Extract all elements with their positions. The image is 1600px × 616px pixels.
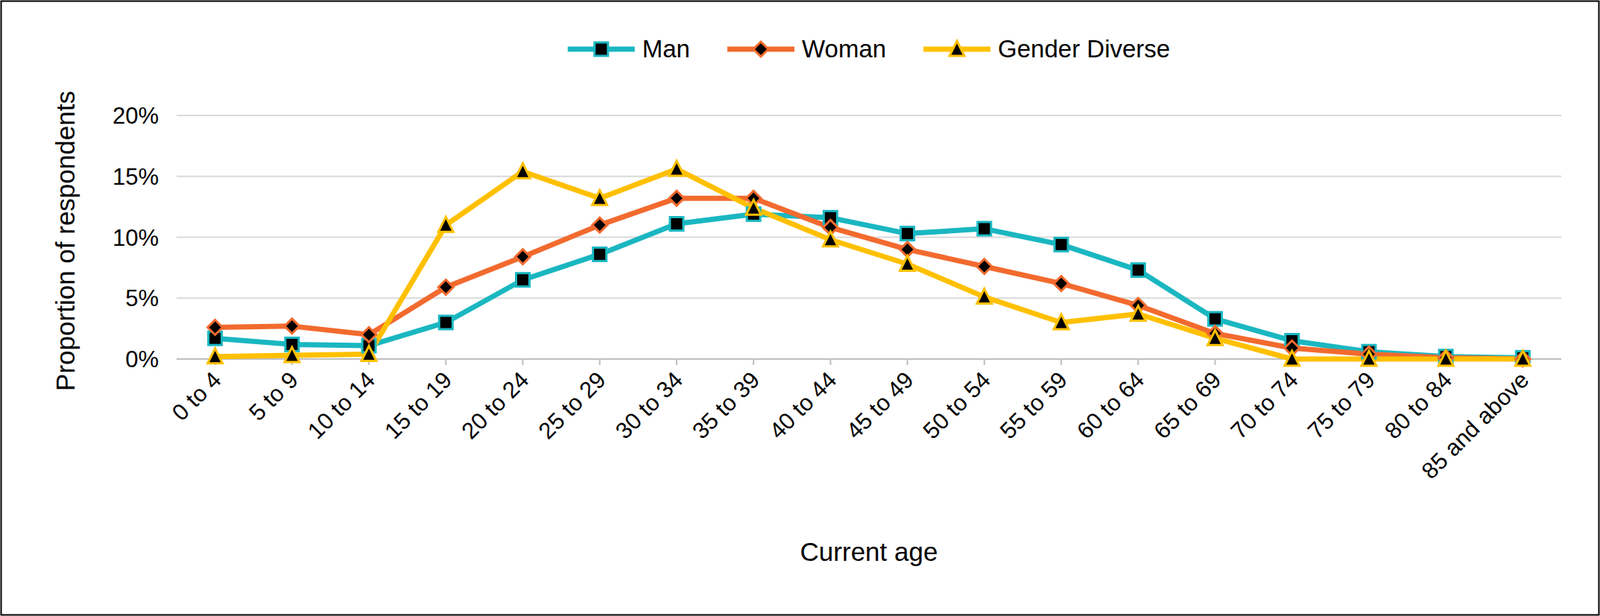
x-tick-label: 5 to 9	[243, 366, 304, 427]
marker	[1208, 312, 1223, 326]
marker	[745, 199, 761, 215]
grid-line	[176, 297, 1562, 299]
x-tick-label: 35 to 39	[687, 366, 765, 445]
x-tick-label: 25 to 29	[533, 366, 612, 445]
marker	[592, 190, 608, 205]
marker	[1438, 351, 1454, 366]
series-line	[215, 169, 1524, 360]
marker	[977, 222, 992, 236]
marker	[593, 247, 607, 261]
plot-area	[207, 160, 1531, 367]
marker	[438, 315, 453, 330]
x-tick	[599, 359, 601, 366]
x-tick	[522, 359, 524, 366]
marker	[1054, 237, 1068, 252]
legend-label: Man	[642, 35, 691, 63]
marker	[1130, 306, 1146, 322]
marker	[900, 227, 915, 241]
marker	[753, 41, 769, 57]
x-tick-label: 10 to 14	[302, 366, 381, 445]
marker	[1208, 330, 1223, 346]
marker	[1053, 314, 1069, 330]
marker	[284, 318, 300, 334]
marker	[515, 249, 531, 265]
marker	[207, 319, 223, 335]
marker	[1515, 351, 1530, 366]
marker	[1053, 276, 1069, 292]
grid-line	[176, 114, 1562, 117]
x-tick-label: 55 to 59	[994, 366, 1073, 445]
y-tick-label: 10%	[112, 225, 159, 252]
x-tick	[752, 359, 755, 366]
y-tick-label: 0%	[125, 346, 159, 373]
x-tick	[675, 359, 678, 366]
marker	[669, 190, 685, 206]
marker	[1438, 350, 1454, 366]
x-tick-label: 75 to 79	[1302, 366, 1381, 445]
y-tick-label: 20%	[112, 102, 159, 129]
marker	[438, 216, 454, 232]
x-tick-label: 65 to 69	[1148, 366, 1226, 445]
grid-line	[176, 175, 1562, 178]
x-tick	[444, 359, 447, 366]
marker	[361, 345, 377, 361]
marker	[822, 231, 838, 247]
x-tick	[983, 359, 986, 366]
x-tick-label: 30 to 34	[610, 366, 688, 445]
x-tick-label: 20 to 24	[456, 366, 534, 445]
chart: 0% 5% 10% 15% 20% 0 to 4 5 to 910 to 1415 to 1…	[0, 0, 1600, 616]
x-tick	[906, 359, 909, 366]
marker	[361, 327, 377, 343]
x-tick-label: 15 to 19	[379, 366, 457, 445]
x-tick-label: 80 to 84	[1379, 366, 1457, 445]
marker	[1284, 351, 1300, 366]
x-tick	[1137, 359, 1139, 366]
y-tick-label: 15%	[112, 163, 159, 191]
x-tick	[829, 359, 831, 366]
marker	[515, 163, 531, 179]
frame	[1, 1, 1600, 616]
x-tick-label: 40 to 44	[763, 366, 842, 445]
marker	[949, 40, 965, 56]
legend-label: Gender Diverse	[997, 35, 1171, 63]
marker	[594, 42, 609, 56]
marker	[1131, 263, 1145, 278]
legend-label: Woman	[801, 35, 887, 63]
x-axis-title: Current age	[800, 537, 939, 567]
x-tick	[1060, 359, 1062, 366]
x-tick-label: 60 to 64	[1071, 366, 1150, 445]
y-tick-label: 5%	[125, 285, 159, 312]
marker	[976, 259, 992, 275]
marker	[438, 280, 454, 296]
legend: Man Woman Gender Diverse	[567, 35, 1171, 63]
y-axis-title: Proportion of respondents	[50, 90, 80, 392]
marker	[592, 217, 608, 233]
x-tick-label: 45 to 49	[841, 366, 919, 445]
marker	[669, 217, 684, 232]
marker	[1361, 351, 1377, 366]
marker	[516, 273, 530, 287]
marker	[207, 348, 223, 364]
marker	[669, 160, 685, 176]
marker	[976, 289, 992, 305]
x-tick-label: 0 to 4	[166, 366, 227, 427]
marker	[284, 347, 300, 363]
x-tick-label: 85 and above	[1416, 366, 1535, 485]
x-tick	[1214, 359, 1217, 366]
marker	[900, 255, 916, 271]
marker	[1515, 351, 1530, 367]
x-tick-label: 70 to 74	[1225, 366, 1304, 445]
x-tick-label: 50 to 54	[918, 366, 996, 445]
